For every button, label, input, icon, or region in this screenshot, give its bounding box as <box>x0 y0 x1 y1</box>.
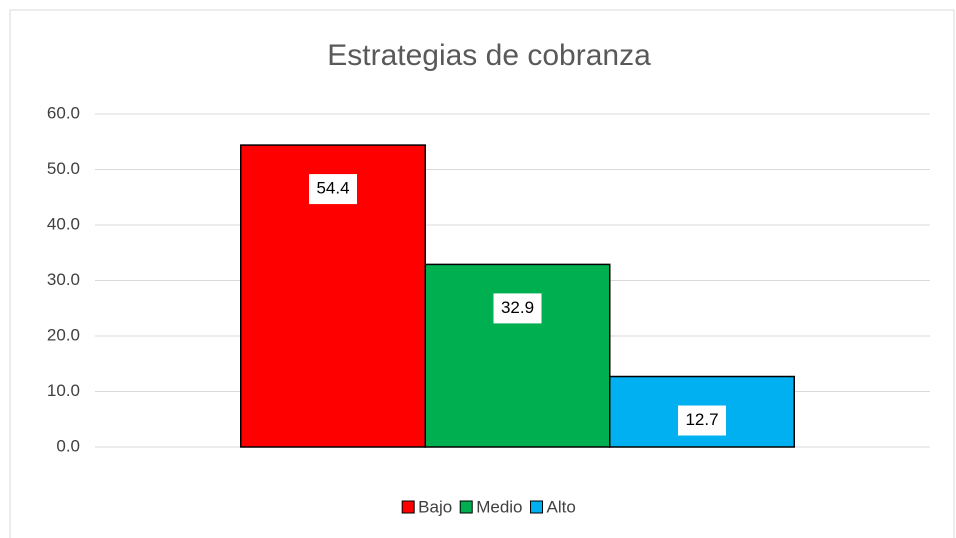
y-tick-label: 60.0 <box>47 103 80 122</box>
data-label: 12.7 <box>685 410 718 429</box>
y-tick-label: 50.0 <box>47 159 80 178</box>
y-tick-label: 40.0 <box>47 214 80 233</box>
y-tick-label: 0.0 <box>56 436 80 455</box>
legend-label: Alto <box>547 497 576 516</box>
y-tick-label: 10.0 <box>47 381 80 400</box>
chart-title: Estrategias de cobranza <box>327 39 651 72</box>
legend-swatch <box>530 500 544 514</box>
legend-label: Medio <box>476 497 522 516</box>
legend-swatch <box>401 500 415 514</box>
y-tick-label: 20.0 <box>47 325 80 344</box>
data-label: 32.9 <box>501 298 534 317</box>
data-label-box <box>678 405 726 436</box>
legend-swatch <box>459 500 473 514</box>
bar <box>424 263 611 448</box>
data-label-box <box>309 174 357 205</box>
data-label: 54.4 <box>316 179 349 198</box>
legend-label: Bajo <box>418 497 452 516</box>
y-tick-label: 30.0 <box>47 270 80 289</box>
data-label-box <box>493 293 542 324</box>
